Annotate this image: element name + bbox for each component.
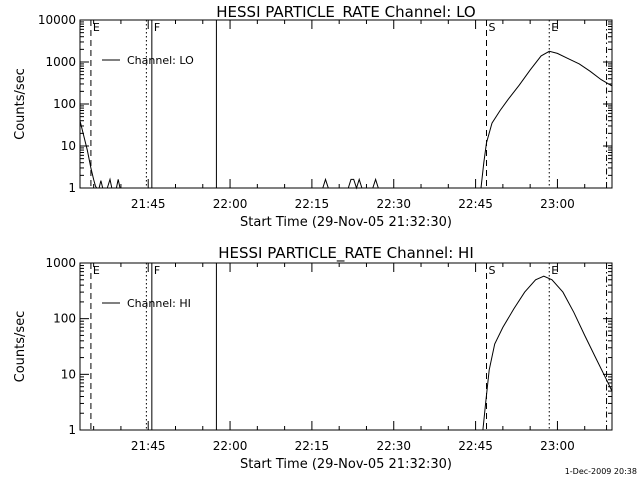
series-line	[79, 50, 613, 190]
x-tick-label: 22:15	[295, 439, 330, 453]
y-tick-label: 100	[53, 97, 76, 111]
y-tick-label: 10000	[38, 13, 76, 27]
y-axis-label: Counts/sec	[13, 68, 28, 140]
y-tick-label: 1000	[45, 256, 76, 270]
y-tick-label: 10	[61, 139, 76, 153]
event-marker-label: E	[551, 264, 558, 277]
x-tick-label: 21:45	[131, 197, 166, 211]
x-tick-label: 22:45	[458, 439, 493, 453]
event-marker-label: E	[93, 264, 100, 277]
plot-frame	[79, 262, 613, 431]
x-tick-label: 21:45	[131, 439, 166, 453]
event-marker-label: E	[93, 21, 100, 34]
plot-frame	[79, 19, 613, 189]
x-tick-label: 22:30	[376, 439, 411, 453]
chart-panel-1: HESSI PARTICLE_RATE Channel: HI Counts/se…	[13, 244, 613, 472]
x-axis-label: Start Time (29-Nov-05 21:32:30)	[240, 215, 452, 230]
legend-label: Channel: LO	[127, 54, 194, 67]
footer-timestamp: 1-Dec-2009 20:38	[564, 467, 637, 476]
y-tick-label: 1	[68, 181, 76, 195]
event-marker-label: S	[489, 21, 496, 34]
y-tick-label: 1000	[45, 55, 76, 69]
x-tick-label: 23:00	[540, 439, 575, 453]
x-tick-label: 22:45	[458, 197, 493, 211]
event-marker-label: F	[154, 21, 160, 34]
legend-label: Channel: HI	[127, 297, 191, 310]
x-axis-label: Start Time (29-Nov-05 21:32:30)	[240, 457, 452, 472]
chart-title: HESSI PARTICLE_RATE Channel: HI	[218, 244, 474, 263]
x-tick-label: 22:15	[295, 197, 330, 211]
y-axis-label: Counts/sec	[13, 311, 28, 383]
series-line	[482, 275, 613, 431]
event-marker-label: E	[551, 21, 558, 34]
y-tick-label: 1	[68, 423, 76, 437]
x-tick-label: 22:00	[213, 197, 248, 211]
y-tick-label: 10	[61, 367, 76, 381]
y-tick-label: 100	[53, 312, 76, 326]
x-tick-label: 23:00	[540, 197, 575, 211]
event-marker-label: F	[154, 264, 160, 277]
x-tick-label: 22:30	[376, 197, 411, 211]
event-marker-label: S	[489, 264, 496, 277]
chart-title: HESSI PARTICLE_RATE Channel: LO	[216, 3, 475, 22]
x-tick-label: 22:00	[213, 439, 248, 453]
chart-panel-0: HESSI PARTICLE_RATE Channel: LO Counts/se…	[13, 3, 613, 230]
